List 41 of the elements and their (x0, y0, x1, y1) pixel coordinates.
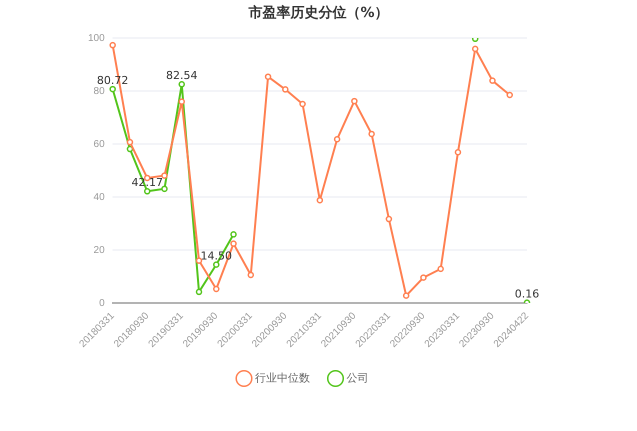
point (282, 86, 289, 93)
point (264, 73, 272, 80)
point (230, 240, 237, 247)
point (213, 261, 220, 268)
legend-label: 公司 (346, 371, 368, 384)
point (196, 257, 202, 264)
data-label: 82.54 (166, 69, 198, 82)
data-label: 0.16 (514, 287, 540, 300)
point (126, 138, 134, 146)
point (368, 130, 375, 138)
point (248, 272, 254, 278)
point (437, 266, 444, 272)
point (161, 172, 168, 179)
point (334, 136, 340, 142)
point (299, 100, 306, 108)
chart-title: 市盈率历史分位（%） (247, 4, 390, 22)
point (489, 77, 496, 84)
legend-label: 行业中位数 (255, 371, 310, 384)
point (351, 98, 358, 104)
point (144, 188, 150, 195)
y-tick-label: 40 (94, 192, 106, 203)
point (386, 216, 392, 222)
y-tick-label: 60 (94, 138, 106, 150)
point (213, 286, 220, 292)
y-tick-label: 80 (94, 86, 106, 97)
point (109, 42, 116, 48)
point (161, 186, 168, 192)
point (230, 231, 237, 238)
y-tick-label: 0 (99, 298, 106, 309)
point (506, 92, 513, 98)
point (420, 274, 427, 281)
point (316, 196, 324, 204)
point (454, 148, 462, 156)
point (402, 292, 410, 299)
point (196, 288, 202, 296)
point (109, 86, 116, 92)
point (178, 98, 185, 105)
y-tick-label: 20 (94, 244, 106, 256)
point (472, 46, 478, 52)
y-tick-label: 100 (88, 32, 106, 44)
point (178, 81, 185, 88)
